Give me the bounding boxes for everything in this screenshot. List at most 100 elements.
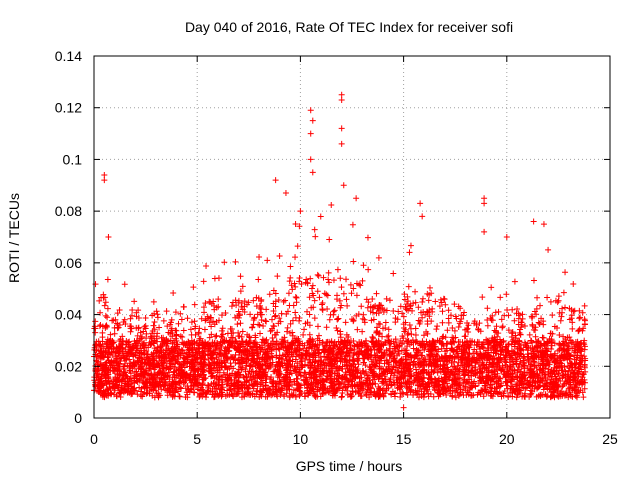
data-point: [513, 356, 520, 363]
data-point: [390, 270, 397, 277]
data-point: [286, 302, 293, 309]
data-point: [215, 303, 222, 310]
data-point: [425, 297, 432, 304]
data-point: [334, 292, 341, 299]
data-point: [319, 307, 326, 314]
data-point: [359, 328, 366, 335]
data-point: [178, 316, 185, 323]
data-point: [349, 221, 356, 228]
data-point: [283, 328, 290, 335]
data-point: [151, 318, 158, 325]
data-point: [412, 332, 419, 339]
data-point: [304, 319, 311, 326]
data-point: [172, 335, 179, 342]
data-point: [334, 266, 341, 273]
data-point: [404, 331, 411, 338]
data-point: [406, 249, 413, 256]
data-point: [180, 303, 187, 310]
data-point: [311, 226, 318, 233]
data-point: [324, 305, 331, 312]
data-point: [315, 332, 322, 339]
data-point: [415, 304, 422, 311]
data-point: [276, 253, 283, 260]
data-point: [558, 313, 565, 320]
data-point: [408, 331, 415, 338]
data-point: [129, 306, 136, 313]
data-point: [365, 266, 372, 273]
data-point: [311, 315, 318, 322]
data-point: [107, 331, 114, 338]
data-point: [328, 201, 335, 208]
data-point: [404, 338, 411, 345]
data-point: [499, 323, 506, 330]
data-point: [191, 318, 198, 325]
data-point: [276, 315, 283, 322]
data-point: [266, 291, 273, 298]
data-point: [492, 309, 499, 316]
data-point: [150, 322, 157, 329]
data-point: [285, 290, 292, 297]
data-point: [436, 303, 443, 310]
data-point: [323, 324, 330, 331]
data-point: [337, 328, 344, 335]
data-point: [323, 291, 330, 298]
data-point: [326, 316, 333, 323]
data-point: [104, 305, 111, 312]
data-point: [504, 306, 511, 313]
data-point: [330, 277, 337, 284]
data-point: [318, 301, 325, 308]
data-point: [526, 331, 533, 338]
data-point: [511, 278, 518, 285]
data-point: [484, 305, 491, 312]
data-point: [316, 294, 323, 301]
data-point: [177, 310, 184, 317]
data-point: [188, 319, 195, 326]
data-point: [235, 329, 242, 336]
data-point: [343, 296, 350, 303]
data-point: [150, 298, 157, 305]
data-point: [180, 327, 187, 334]
data-point: [221, 259, 228, 266]
data-point: [581, 385, 588, 392]
data-point: [344, 387, 351, 394]
data-point: [306, 311, 313, 318]
data-point: [255, 276, 262, 283]
data-point: [300, 345, 307, 352]
data-point: [296, 223, 303, 230]
data-point: [215, 275, 222, 282]
data-point: [340, 290, 347, 297]
data-point: [424, 320, 431, 327]
data-point: [202, 300, 209, 307]
data-point: [287, 320, 294, 327]
data-point: [239, 328, 246, 335]
data-point: [191, 301, 198, 308]
data-point: [358, 303, 365, 310]
data-point: [201, 309, 208, 316]
data-point: [237, 273, 244, 280]
data-point: [385, 326, 392, 333]
data-point: [412, 288, 419, 295]
data-point: [92, 342, 99, 349]
data-point: [419, 298, 426, 305]
data-point: [292, 254, 299, 261]
data-point: [449, 325, 456, 332]
data-point: [284, 324, 291, 331]
data-point: [218, 327, 225, 334]
data-point: [350, 258, 357, 265]
data-point: [547, 298, 554, 305]
data-point: [102, 312, 109, 319]
data-point: [104, 314, 111, 321]
data-point: [258, 316, 265, 323]
data-point: [234, 321, 241, 328]
data-point: [360, 262, 367, 269]
data-point: [153, 387, 160, 394]
data-point: [479, 294, 486, 301]
data-point: [190, 284, 197, 291]
data-point: [274, 273, 281, 280]
data-point: [287, 263, 294, 270]
data-point: [369, 295, 376, 302]
data-point: [232, 258, 239, 265]
data-point: [315, 272, 322, 279]
data-point: [580, 394, 587, 401]
data-point: [344, 302, 351, 309]
